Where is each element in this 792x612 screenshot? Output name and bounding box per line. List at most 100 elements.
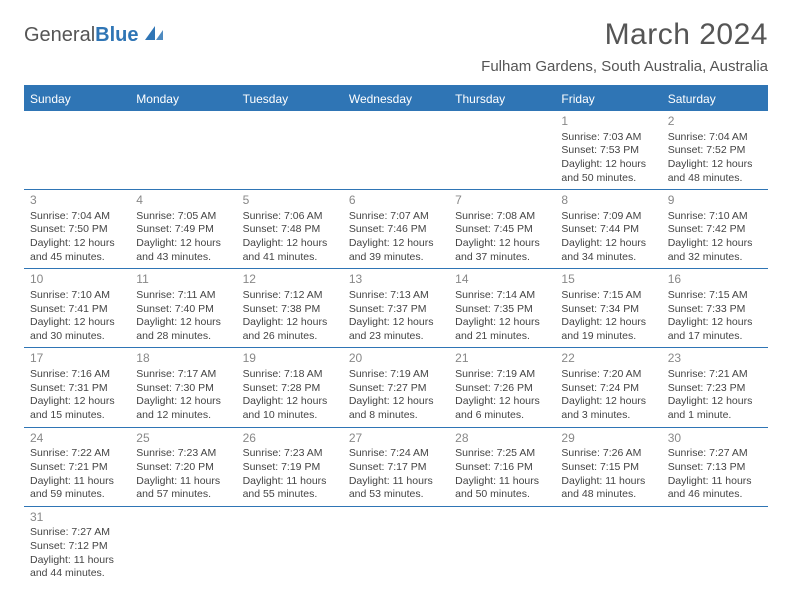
weekday-label: Wednesday bbox=[343, 87, 449, 111]
sunrise-line: Sunrise: 7:25 AM bbox=[455, 447, 549, 461]
weekday-label: Monday bbox=[130, 87, 236, 111]
daylight-line-1: Daylight: 12 hours bbox=[668, 395, 762, 409]
day-number: 8 bbox=[561, 193, 655, 209]
sunset-line: Sunset: 7:23 PM bbox=[668, 382, 762, 396]
daylight-line-2: and 26 minutes. bbox=[243, 330, 337, 344]
sunset-line: Sunset: 7:26 PM bbox=[455, 382, 549, 396]
day-number: 1 bbox=[561, 114, 655, 130]
calendar-week: 10Sunrise: 7:10 AMSunset: 7:41 PMDayligh… bbox=[24, 269, 768, 348]
daylight-line-2: and 39 minutes. bbox=[349, 251, 443, 265]
calendar-day: 6Sunrise: 7:07 AMSunset: 7:46 PMDaylight… bbox=[343, 190, 449, 268]
weekday-label: Tuesday bbox=[237, 87, 343, 111]
calendar-day: 23Sunrise: 7:21 AMSunset: 7:23 PMDayligh… bbox=[662, 348, 768, 426]
daylight-line-2: and 50 minutes. bbox=[455, 488, 549, 502]
daylight-line-1: Daylight: 12 hours bbox=[349, 237, 443, 251]
weekday-label: Friday bbox=[555, 87, 661, 111]
sunset-line: Sunset: 7:19 PM bbox=[243, 461, 337, 475]
day-number: 15 bbox=[561, 272, 655, 288]
sunset-line: Sunset: 7:48 PM bbox=[243, 223, 337, 237]
day-number: 23 bbox=[668, 351, 762, 367]
day-number: 17 bbox=[30, 351, 124, 367]
sunset-line: Sunset: 7:33 PM bbox=[668, 303, 762, 317]
daylight-line-1: Daylight: 12 hours bbox=[30, 237, 124, 251]
daylight-line-2: and 41 minutes. bbox=[243, 251, 337, 265]
day-number: 11 bbox=[136, 272, 230, 288]
calendar-day-empty bbox=[237, 507, 343, 585]
sunset-line: Sunset: 7:40 PM bbox=[136, 303, 230, 317]
daylight-line-2: and 48 minutes. bbox=[561, 488, 655, 502]
sunset-line: Sunset: 7:20 PM bbox=[136, 461, 230, 475]
sunrise-line: Sunrise: 7:12 AM bbox=[243, 289, 337, 303]
daylight-line-1: Daylight: 11 hours bbox=[30, 475, 124, 489]
daylight-line-1: Daylight: 12 hours bbox=[136, 316, 230, 330]
day-number: 13 bbox=[349, 272, 443, 288]
sunset-line: Sunset: 7:42 PM bbox=[668, 223, 762, 237]
sunset-line: Sunset: 7:52 PM bbox=[668, 144, 762, 158]
sunrise-line: Sunrise: 7:14 AM bbox=[455, 289, 549, 303]
daylight-line-2: and 50 minutes. bbox=[561, 172, 655, 186]
daylight-line-1: Daylight: 12 hours bbox=[243, 395, 337, 409]
daylight-line-1: Daylight: 12 hours bbox=[668, 158, 762, 172]
sunrise-line: Sunrise: 7:10 AM bbox=[30, 289, 124, 303]
sunset-line: Sunset: 7:17 PM bbox=[349, 461, 443, 475]
calendar-day: 13Sunrise: 7:13 AMSunset: 7:37 PMDayligh… bbox=[343, 269, 449, 347]
day-number: 5 bbox=[243, 193, 337, 209]
daylight-line-2: and 23 minutes. bbox=[349, 330, 443, 344]
daylight-line-2: and 17 minutes. bbox=[668, 330, 762, 344]
calendar-day-empty bbox=[343, 507, 449, 585]
calendar-day: 20Sunrise: 7:19 AMSunset: 7:27 PMDayligh… bbox=[343, 348, 449, 426]
day-number: 27 bbox=[349, 431, 443, 447]
daylight-line-1: Daylight: 12 hours bbox=[349, 395, 443, 409]
calendar-day-empty bbox=[449, 507, 555, 585]
sunset-line: Sunset: 7:41 PM bbox=[30, 303, 124, 317]
sunrise-line: Sunrise: 7:16 AM bbox=[30, 368, 124, 382]
day-number: 29 bbox=[561, 431, 655, 447]
calendar-day-empty bbox=[237, 111, 343, 189]
sunrise-line: Sunrise: 7:09 AM bbox=[561, 210, 655, 224]
daylight-line-2: and 44 minutes. bbox=[30, 567, 124, 581]
daylight-line-1: Daylight: 11 hours bbox=[455, 475, 549, 489]
sunset-line: Sunset: 7:12 PM bbox=[30, 540, 124, 554]
sunset-line: Sunset: 7:44 PM bbox=[561, 223, 655, 237]
sunrise-line: Sunrise: 7:27 AM bbox=[30, 526, 124, 540]
daylight-line-1: Daylight: 12 hours bbox=[349, 316, 443, 330]
calendar-day: 26Sunrise: 7:23 AMSunset: 7:19 PMDayligh… bbox=[237, 428, 343, 506]
calendar-day: 21Sunrise: 7:19 AMSunset: 7:26 PMDayligh… bbox=[449, 348, 555, 426]
calendar-day: 2Sunrise: 7:04 AMSunset: 7:52 PMDaylight… bbox=[662, 111, 768, 189]
sunrise-line: Sunrise: 7:15 AM bbox=[668, 289, 762, 303]
daylight-line-2: and 10 minutes. bbox=[243, 409, 337, 423]
sunrise-line: Sunrise: 7:19 AM bbox=[455, 368, 549, 382]
daylight-line-2: and 21 minutes. bbox=[455, 330, 549, 344]
calendar-day: 9Sunrise: 7:10 AMSunset: 7:42 PMDaylight… bbox=[662, 190, 768, 268]
calendar-day: 16Sunrise: 7:15 AMSunset: 7:33 PMDayligh… bbox=[662, 269, 768, 347]
calendar-day: 5Sunrise: 7:06 AMSunset: 7:48 PMDaylight… bbox=[237, 190, 343, 268]
calendar-day: 4Sunrise: 7:05 AMSunset: 7:49 PMDaylight… bbox=[130, 190, 236, 268]
daylight-line-2: and 59 minutes. bbox=[30, 488, 124, 502]
day-number: 22 bbox=[561, 351, 655, 367]
sunrise-line: Sunrise: 7:05 AM bbox=[136, 210, 230, 224]
daylight-line-1: Daylight: 12 hours bbox=[668, 316, 762, 330]
daylight-line-1: Daylight: 11 hours bbox=[243, 475, 337, 489]
logo-text: GeneralBlue bbox=[24, 24, 139, 47]
sunrise-line: Sunrise: 7:04 AM bbox=[30, 210, 124, 224]
sunset-line: Sunset: 7:24 PM bbox=[561, 382, 655, 396]
calendar-day: 15Sunrise: 7:15 AMSunset: 7:34 PMDayligh… bbox=[555, 269, 661, 347]
calendar-day: 3Sunrise: 7:04 AMSunset: 7:50 PMDaylight… bbox=[24, 190, 130, 268]
daylight-line-2: and 37 minutes. bbox=[455, 251, 549, 265]
daylight-line-2: and 15 minutes. bbox=[30, 409, 124, 423]
calendar-week: 1Sunrise: 7:03 AMSunset: 7:53 PMDaylight… bbox=[24, 111, 768, 190]
weekday-label: Sunday bbox=[24, 87, 130, 111]
sunset-line: Sunset: 7:13 PM bbox=[668, 461, 762, 475]
calendar-week: 3Sunrise: 7:04 AMSunset: 7:50 PMDaylight… bbox=[24, 190, 768, 269]
daylight-line-1: Daylight: 12 hours bbox=[136, 395, 230, 409]
daylight-line-1: Daylight: 11 hours bbox=[136, 475, 230, 489]
daylight-line-2: and 43 minutes. bbox=[136, 251, 230, 265]
calendar-day-empty bbox=[24, 111, 130, 189]
sunset-line: Sunset: 7:30 PM bbox=[136, 382, 230, 396]
day-number: 20 bbox=[349, 351, 443, 367]
day-number: 7 bbox=[455, 193, 549, 209]
daylight-line-1: Daylight: 12 hours bbox=[668, 237, 762, 251]
day-number: 21 bbox=[455, 351, 549, 367]
calendar-day-empty bbox=[130, 111, 236, 189]
day-number: 25 bbox=[136, 431, 230, 447]
